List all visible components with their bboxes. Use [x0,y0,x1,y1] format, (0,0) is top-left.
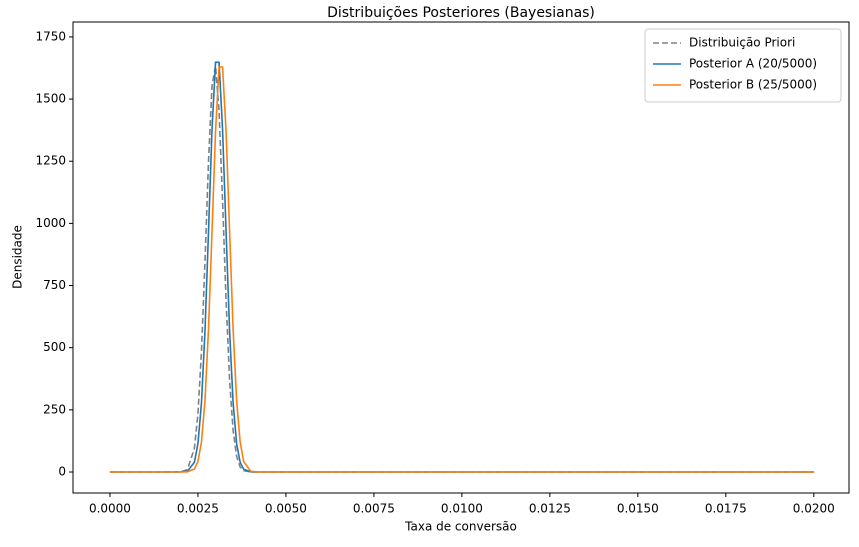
x-tick-label: 0.0125 [529,502,571,516]
legend-label: Posterior A (20/5000) [689,57,817,71]
x-tick-label: 0.0050 [265,502,307,516]
x-tick-label: 0.0150 [617,502,659,516]
x-axis-label: Taxa de conversão [404,520,517,534]
x-tick-label: 0.0100 [441,502,483,516]
x-tick-label: 0.0025 [177,502,219,516]
y-tick-label: 1000 [35,216,66,230]
y-tick-label: 1500 [35,92,66,106]
series-line [109,66,814,473]
y-tick-label: 1250 [35,154,66,168]
y-tick-label: 500 [43,340,66,354]
legend-box [644,28,842,103]
x-tick-label: 0.0200 [793,502,835,516]
chart-title: Distribuições Posteriores (Bayesianas) [327,5,595,21]
y-tick-label: 750 [43,278,66,292]
y-axis-label: Densidade [11,225,25,289]
x-tick-label: 0.0175 [705,502,747,516]
plot-frame [72,21,850,494]
y-tick-label: 0 [58,464,66,478]
legend-label: Posterior B (25/5000) [689,78,817,92]
x-tick-label: 0.0075 [353,502,395,516]
y-tick-label: 250 [43,402,66,416]
x-tick-label: 0.0000 [89,502,131,516]
y-tick-label: 1750 [35,29,66,43]
legend: Distribuição Priori Posterior A (20/5000)… [644,28,842,103]
legend-label: Distribuição Priori [689,36,795,50]
